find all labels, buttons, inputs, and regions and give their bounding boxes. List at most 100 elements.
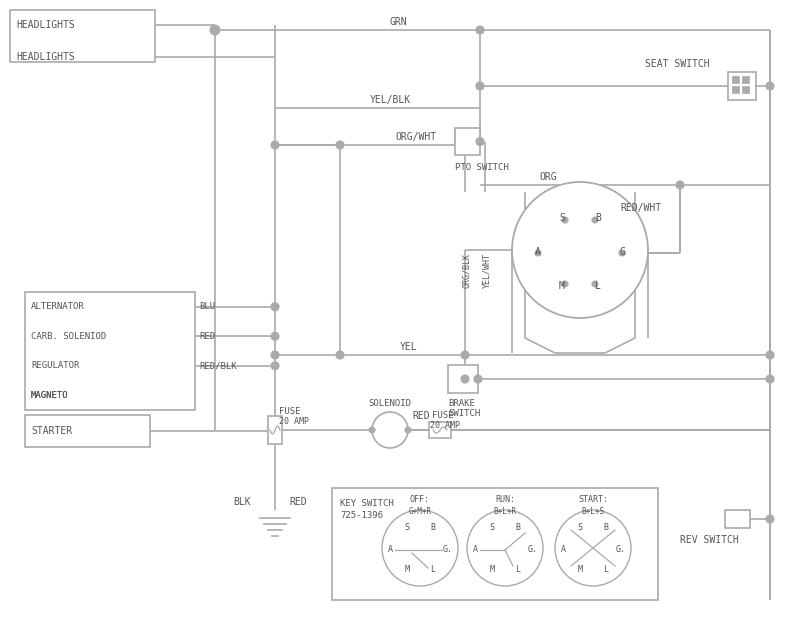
Text: G+M+R: G+M+R [409,506,431,515]
Text: FUSE: FUSE [432,412,454,421]
Circle shape [535,250,541,256]
Bar [429,422,451,438]
Text: MAGNETO: MAGNETO [31,391,69,400]
Text: M: M [490,566,494,574]
Circle shape [766,351,774,359]
Text: YEL/WHT: YEL/WHT [482,252,491,287]
Circle shape [271,362,279,369]
Text: S: S [405,523,410,533]
Circle shape [562,217,568,223]
Text: B: B [595,213,601,223]
Text: G: G [619,247,625,257]
Text: BLU: BLU [199,302,215,312]
Bar [732,76,739,83]
Circle shape [210,25,220,35]
Text: S: S [578,523,582,533]
Circle shape [336,351,344,359]
Bar [25,292,195,410]
Text: RED: RED [412,411,430,421]
Bar [455,128,480,155]
Circle shape [766,515,774,523]
Text: RED: RED [199,332,215,341]
Circle shape [476,138,484,146]
Text: B+L+S: B+L+S [582,506,605,515]
Circle shape [467,510,543,586]
Text: M: M [405,566,410,574]
Circle shape [476,82,484,90]
Circle shape [474,375,482,383]
Text: OFF:: OFF: [410,495,430,505]
Text: A: A [535,247,541,257]
Circle shape [555,510,631,586]
Text: HEADLIGHTS: HEADLIGHTS [16,52,74,62]
Text: CARB. SOLENIOD: CARB. SOLENIOD [31,332,106,341]
Text: START:: START: [578,495,608,505]
Circle shape [405,427,411,433]
Text: MAGNETO: MAGNETO [31,391,69,400]
Text: L: L [603,566,609,574]
Circle shape [271,332,279,340]
Text: B: B [515,523,521,533]
Circle shape [676,181,684,189]
Circle shape [592,281,598,287]
Circle shape [592,217,598,223]
Bar [732,86,739,93]
Text: BLK: BLK [233,497,250,507]
Text: FUSE: FUSE [279,407,301,417]
Circle shape [372,412,408,448]
Text: SOLENOID: SOLENOID [368,399,411,409]
Text: A: A [561,546,566,554]
Text: G.: G. [443,546,453,554]
Circle shape [461,351,469,359]
Text: SEAT SWITCH: SEAT SWITCH [645,59,710,69]
Bar [725,510,750,528]
Text: RED/BLK: RED/BLK [199,361,237,370]
Bar [448,365,478,393]
Circle shape [461,375,469,383]
Circle shape [512,182,648,318]
Bar [25,415,150,447]
Text: YEL: YEL [400,342,418,352]
Text: B: B [603,523,609,533]
Text: ORG/WHT: ORG/WHT [395,132,436,142]
Text: GRN: GRN [390,17,408,27]
Text: BRAKE: BRAKE [448,399,475,407]
Text: 725-1396: 725-1396 [340,510,383,520]
Text: M: M [559,281,565,291]
Circle shape [271,141,279,149]
Text: SWITCH: SWITCH [448,409,480,417]
Text: G.: G. [528,546,538,554]
Bar [332,488,658,600]
Text: L: L [430,566,435,574]
Text: ORG: ORG [540,172,558,182]
Circle shape [271,351,279,359]
Text: A: A [473,546,478,554]
Bar [742,76,749,83]
Circle shape [562,281,568,287]
Text: KEY SWITCH: KEY SWITCH [340,498,394,508]
Text: L: L [595,281,601,291]
Text: RED/WHT: RED/WHT [620,203,661,213]
Circle shape [336,141,344,149]
Text: STARTER: STARTER [31,426,72,436]
Text: S: S [490,523,494,533]
Text: RUN:: RUN: [495,495,515,505]
Bar [268,416,282,444]
Text: REV SWITCH: REV SWITCH [680,535,738,545]
Circle shape [271,303,279,311]
Text: REGULATOR: REGULATOR [31,361,79,370]
Text: RED: RED [289,497,306,507]
Circle shape [382,510,458,586]
Bar [728,72,756,100]
Text: PTO SWITCH: PTO SWITCH [455,163,509,171]
Text: M: M [578,566,582,574]
Text: 20 AMP: 20 AMP [279,417,309,427]
Circle shape [766,82,774,90]
Text: B+L+R: B+L+R [494,506,517,515]
Text: 20 AMP: 20 AMP [430,421,460,429]
Bar [742,86,749,93]
Circle shape [619,250,625,256]
Circle shape [476,26,484,34]
Text: B: B [430,523,435,533]
Text: YEL/BLK: YEL/BLK [370,95,411,105]
